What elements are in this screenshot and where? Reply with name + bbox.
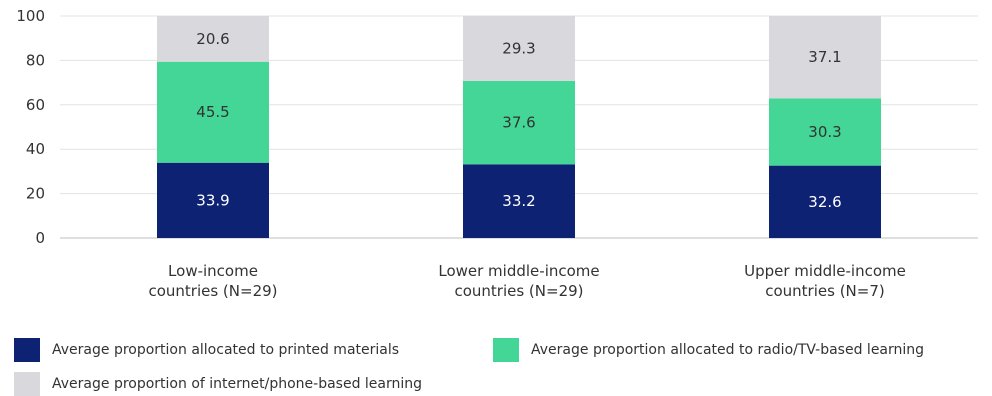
bar-segment-3-3	[769, 16, 881, 99]
bar-segment-2-1	[463, 164, 575, 238]
legend-label-internet-phone: Average proportion of internet/phone-bas…	[52, 376, 423, 392]
data-label-3-1: 32.6	[808, 193, 841, 211]
bar-segment-1-1	[157, 162, 269, 238]
data-label-3-3: 37.1	[808, 48, 841, 66]
x-tick-label-1-line-2: countries (N=29)	[148, 282, 277, 300]
legend-label-printed: Average proportion allocated to printed …	[52, 342, 400, 358]
data-label-2-1: 33.2	[502, 192, 535, 210]
data-label-1-3: 20.6	[196, 30, 229, 48]
x-tick-label-3-line-2: countries (N=7)	[765, 282, 885, 300]
bar-segment-3-2	[769, 98, 881, 166]
legend-swatch-internet-phone	[14, 372, 40, 396]
bar-segment-2-2	[463, 80, 575, 165]
x-tick-label-1-line-1: Low-income	[168, 262, 258, 280]
bar-segment-1-3	[157, 16, 269, 62]
data-label-2-3: 29.3	[502, 39, 535, 57]
y-tick-label-20: 20	[26, 185, 45, 203]
data-label-1-2: 45.5	[196, 103, 229, 121]
x-tick-label-2-line-2: countries (N=29)	[454, 282, 583, 300]
y-tick-label-40: 40	[26, 140, 45, 158]
x-tick-label-2-line-1: Lower middle-income	[438, 262, 599, 280]
x-tick-label-3-line-1: Upper middle-income	[744, 262, 906, 280]
y-tick-label-80: 80	[26, 51, 45, 69]
legend-item-internet-phone: Average proportion of internet/phone-bas…	[14, 372, 422, 396]
data-label-1-1: 33.9	[196, 191, 229, 209]
legend-item-printed: Average proportion allocated to printed …	[14, 338, 399, 362]
legend-label-radio-tv: Average proportion allocated to radio/TV…	[531, 342, 925, 358]
y-tick-label-100: 100	[16, 7, 45, 25]
legend-swatch-radio-tv	[493, 338, 519, 362]
data-label-3-2: 30.3	[808, 123, 841, 141]
legend-swatch-printed	[14, 338, 40, 362]
data-label-2-2: 37.6	[502, 114, 535, 132]
bar-segment-2-3	[463, 15, 575, 81]
y-tick-label-0: 0	[35, 229, 45, 247]
bar-segment-3-1	[769, 165, 881, 238]
y-tick-label-60: 60	[26, 96, 45, 114]
bar-segment-1-2	[157, 61, 269, 163]
legend-item-radio-tv: Average proportion allocated to radio/TV…	[493, 338, 924, 362]
